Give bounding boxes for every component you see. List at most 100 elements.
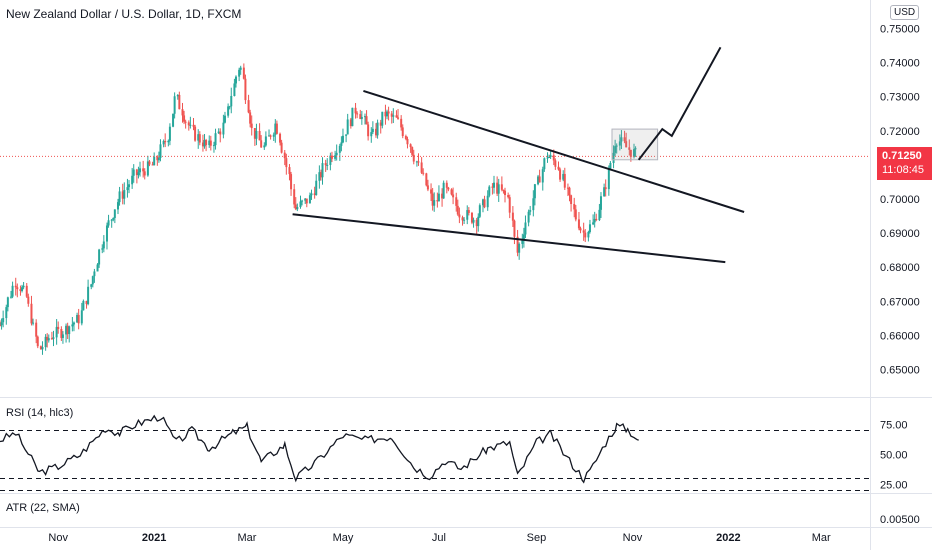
- candle-body: [470, 212, 473, 223]
- drawing-overlays: [0, 46, 870, 264]
- candle-body: [481, 199, 484, 206]
- candle-body: [233, 83, 236, 96]
- candle-body: [107, 220, 110, 226]
- candle-body: [249, 112, 252, 124]
- candle-body: [263, 145, 266, 148]
- candle-body: [315, 180, 318, 196]
- candle-body: [486, 195, 489, 208]
- candle-body: [93, 271, 96, 277]
- candle-body: [392, 115, 395, 117]
- candle-body: [559, 169, 562, 180]
- rsi-line: [0, 414, 639, 484]
- candle-body: [466, 210, 469, 220]
- candle-body: [387, 111, 390, 114]
- candle-body: [189, 124, 192, 126]
- candle-body: [55, 326, 58, 338]
- candle-body: [625, 141, 628, 148]
- candle-body: [167, 140, 170, 143]
- candle-body: [110, 219, 113, 221]
- candle-body: [568, 187, 571, 196]
- candle-body: [157, 157, 160, 161]
- candle-body: [239, 67, 242, 70]
- candle-body: [310, 193, 313, 196]
- candle-body: [584, 232, 587, 238]
- candle-body: [305, 198, 308, 204]
- candle-body: [330, 155, 333, 159]
- candle-body: [395, 115, 398, 118]
- candle-body: [102, 241, 105, 249]
- candle-body: [208, 140, 211, 146]
- candle-body: [19, 289, 22, 292]
- candle-body: [319, 172, 322, 178]
- time-tick-label: Nov: [623, 532, 643, 544]
- candle-body: [96, 264, 99, 272]
- time-tick-label: May: [333, 532, 354, 544]
- price-tick-label: 0.75000: [880, 24, 920, 36]
- candle-body: [192, 124, 195, 127]
- candle-body: [461, 217, 464, 221]
- price-tick-label: 0.67000: [880, 296, 920, 308]
- candle-body: [162, 140, 165, 145]
- candle-body: [456, 205, 459, 215]
- candle-body: [557, 166, 560, 170]
- candle-body: [375, 128, 378, 136]
- candle-body: [628, 147, 631, 150]
- currency-badge[interactable]: USD: [890, 5, 920, 20]
- candle-body: [205, 140, 208, 146]
- candle-body: [279, 133, 282, 143]
- candle-body: [116, 202, 119, 210]
- candle-body: [592, 222, 595, 225]
- candle-body: [532, 198, 535, 211]
- candle-body: [156, 156, 159, 161]
- candle-body: [472, 219, 475, 223]
- candle-body: [159, 144, 162, 158]
- candle-body: [212, 145, 215, 147]
- candle-body: [516, 236, 519, 253]
- time-tick-label: Sep: [527, 532, 547, 544]
- candle-body: [238, 69, 241, 77]
- candle-body: [301, 200, 304, 202]
- bar-countdown: 11:08:45: [882, 164, 925, 176]
- candle-body: [135, 169, 138, 176]
- candle-body: [242, 67, 245, 79]
- candle-body: [57, 326, 60, 330]
- candle-body: [381, 111, 384, 126]
- candle-body: [244, 78, 247, 101]
- rsi-pane: [0, 414, 870, 491]
- projection-arrow[interactable]: [637, 46, 722, 161]
- candle-body: [80, 310, 83, 324]
- current-price-tag: 0.71250 11:08:45: [877, 147, 932, 180]
- candle-body: [522, 234, 525, 240]
- candle-body: [492, 182, 495, 188]
- trendline[interactable]: [363, 89, 745, 213]
- candle-body: [598, 209, 601, 221]
- time-tick-label: Nov: [48, 532, 68, 544]
- candle-body: [367, 124, 370, 137]
- candle-body: [30, 303, 33, 324]
- trendline[interactable]: [292, 213, 726, 264]
- candle-body: [32, 322, 35, 324]
- candle-body: [566, 187, 569, 189]
- candle-body: [412, 154, 415, 162]
- candle-body: [574, 209, 577, 220]
- candle-body: [370, 132, 373, 137]
- candle-body: [101, 248, 104, 250]
- candle-body: [445, 182, 448, 188]
- candle-body: [593, 218, 596, 223]
- time-tick-label: 2022: [716, 532, 740, 544]
- candle-body: [0, 322, 3, 326]
- candle-body: [66, 325, 69, 335]
- candle-body: [112, 217, 115, 220]
- price-tick-label: 0.66000: [880, 330, 920, 342]
- candle-body: [360, 116, 363, 119]
- candle-body: [340, 142, 343, 146]
- time-tick-label: 2021: [142, 532, 166, 544]
- candle-body: [294, 204, 297, 210]
- candle-body: [533, 184, 536, 199]
- candle-body: [430, 189, 433, 194]
- candle-body: [491, 186, 494, 188]
- candle-body: [475, 219, 478, 227]
- candle-body: [570, 195, 573, 205]
- candle-body: [603, 187, 606, 197]
